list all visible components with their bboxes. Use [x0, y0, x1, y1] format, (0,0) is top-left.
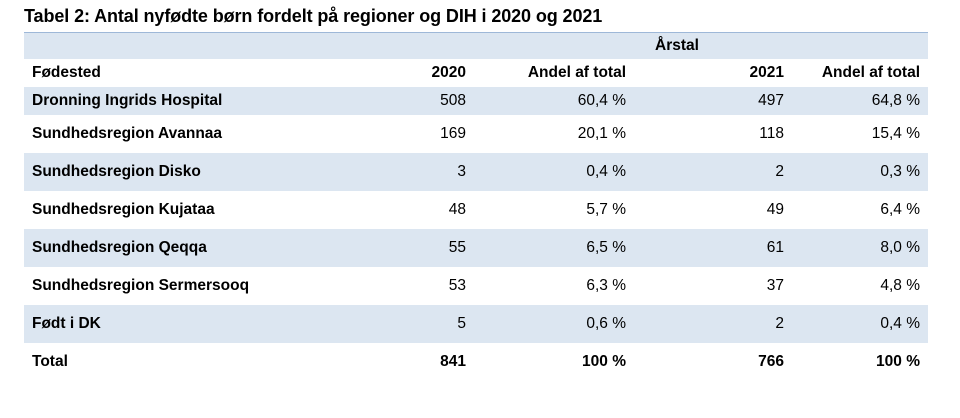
total-count-2020: 841 [440, 353, 466, 370]
row-birthplace: Sundhedsregion Kujataa [32, 201, 215, 218]
row-birthplace: Dronning Ingrids Hospital [24, 87, 354, 115]
table-row: Født i DK 5 0,6 % 2 0,4 % [24, 305, 928, 343]
row-count-2021: 61 [634, 229, 792, 267]
row-count-2020: 3 [354, 153, 474, 191]
row-count-2020: 169 [440, 125, 466, 142]
row-count-2020: 53 [448, 277, 466, 294]
row-birthplace: Født i DK [24, 305, 354, 343]
row-share-2020: 6,5 % [474, 229, 634, 267]
group-header-row: Årstal [24, 32, 928, 59]
row-count-2021: 2 [634, 305, 792, 343]
total-share-2020: 100 % [582, 353, 626, 370]
row-share-2021: 8,0 % [792, 229, 928, 267]
table-title: Tabel 2: Antal nyfødte børn fordelt på r… [24, 6, 603, 26]
group-header-year: Årstal [354, 32, 928, 59]
births-table: Årstal Fødested 2020 Andel af total 2021… [24, 32, 928, 381]
total-row: Total 841 100 % 766 100 % [24, 343, 928, 381]
row-share-2020: 20,1 % [577, 125, 626, 142]
total-label: Total [32, 353, 68, 370]
row-count-2021: 118 [759, 125, 784, 142]
row-share-2021: 0,4 % [792, 305, 928, 343]
column-header-share-2020: Andel af total [527, 64, 626, 81]
total-share-2021: 100 % [876, 353, 920, 370]
group-header-spacer [24, 32, 354, 59]
row-share-2021: 4,8 % [880, 277, 920, 294]
row-count-2020: 55 [354, 229, 474, 267]
row-count-2020: 48 [448, 201, 466, 218]
table-row: Sundhedsregion Sermersooq 53 6,3 % 37 4,… [24, 267, 928, 305]
row-birthplace: Sundhedsregion Sermersooq [32, 277, 250, 294]
row-count-2021: 49 [766, 201, 784, 218]
row-birthplace: Sundhedsregion Disko [24, 153, 354, 191]
column-header-row: Fødested 2020 Andel af total 2021 Andel … [24, 59, 928, 87]
column-header-2021: 2021 [749, 64, 784, 81]
row-share-2020: 6,3 % [586, 277, 626, 294]
row-count-2020: 5 [354, 305, 474, 343]
row-share-2021: 6,4 % [880, 201, 920, 218]
row-share-2020: 0,4 % [474, 153, 634, 191]
row-birthplace: Sundhedsregion Avannaa [32, 125, 223, 142]
table-row: Sundhedsregion Qeqqa 55 6,5 % 61 8,0 % [24, 229, 928, 267]
row-count-2021: 37 [766, 277, 784, 294]
column-header-birthplace: Fødested [32, 64, 101, 81]
table-row: Sundhedsregion Disko 3 0,4 % 2 0,3 % [24, 153, 928, 191]
column-header-share-2021: Andel af total [821, 64, 920, 81]
row-count-2021: 497 [634, 87, 792, 115]
row-count-2020: 508 [354, 87, 474, 115]
table-row: Dronning Ingrids Hospital 508 60,4 % 497… [24, 87, 928, 115]
column-header-2020: 2020 [431, 64, 466, 81]
row-share-2021: 15,4 % [871, 125, 920, 142]
row-birthplace: Sundhedsregion Qeqqa [24, 229, 354, 267]
table-row: Sundhedsregion Avannaa 169 20,1 % 118 15… [24, 115, 928, 153]
total-count-2021: 766 [758, 353, 784, 370]
row-share-2020: 0,6 % [474, 305, 634, 343]
row-share-2021: 0,3 % [792, 153, 928, 191]
table-row: Sundhedsregion Kujataa 48 5,7 % 49 6,4 % [24, 191, 928, 229]
row-share-2021: 64,8 % [792, 87, 928, 115]
row-count-2021: 2 [634, 153, 792, 191]
row-share-2020: 60,4 % [474, 87, 634, 115]
row-share-2020: 5,7 % [586, 201, 626, 218]
